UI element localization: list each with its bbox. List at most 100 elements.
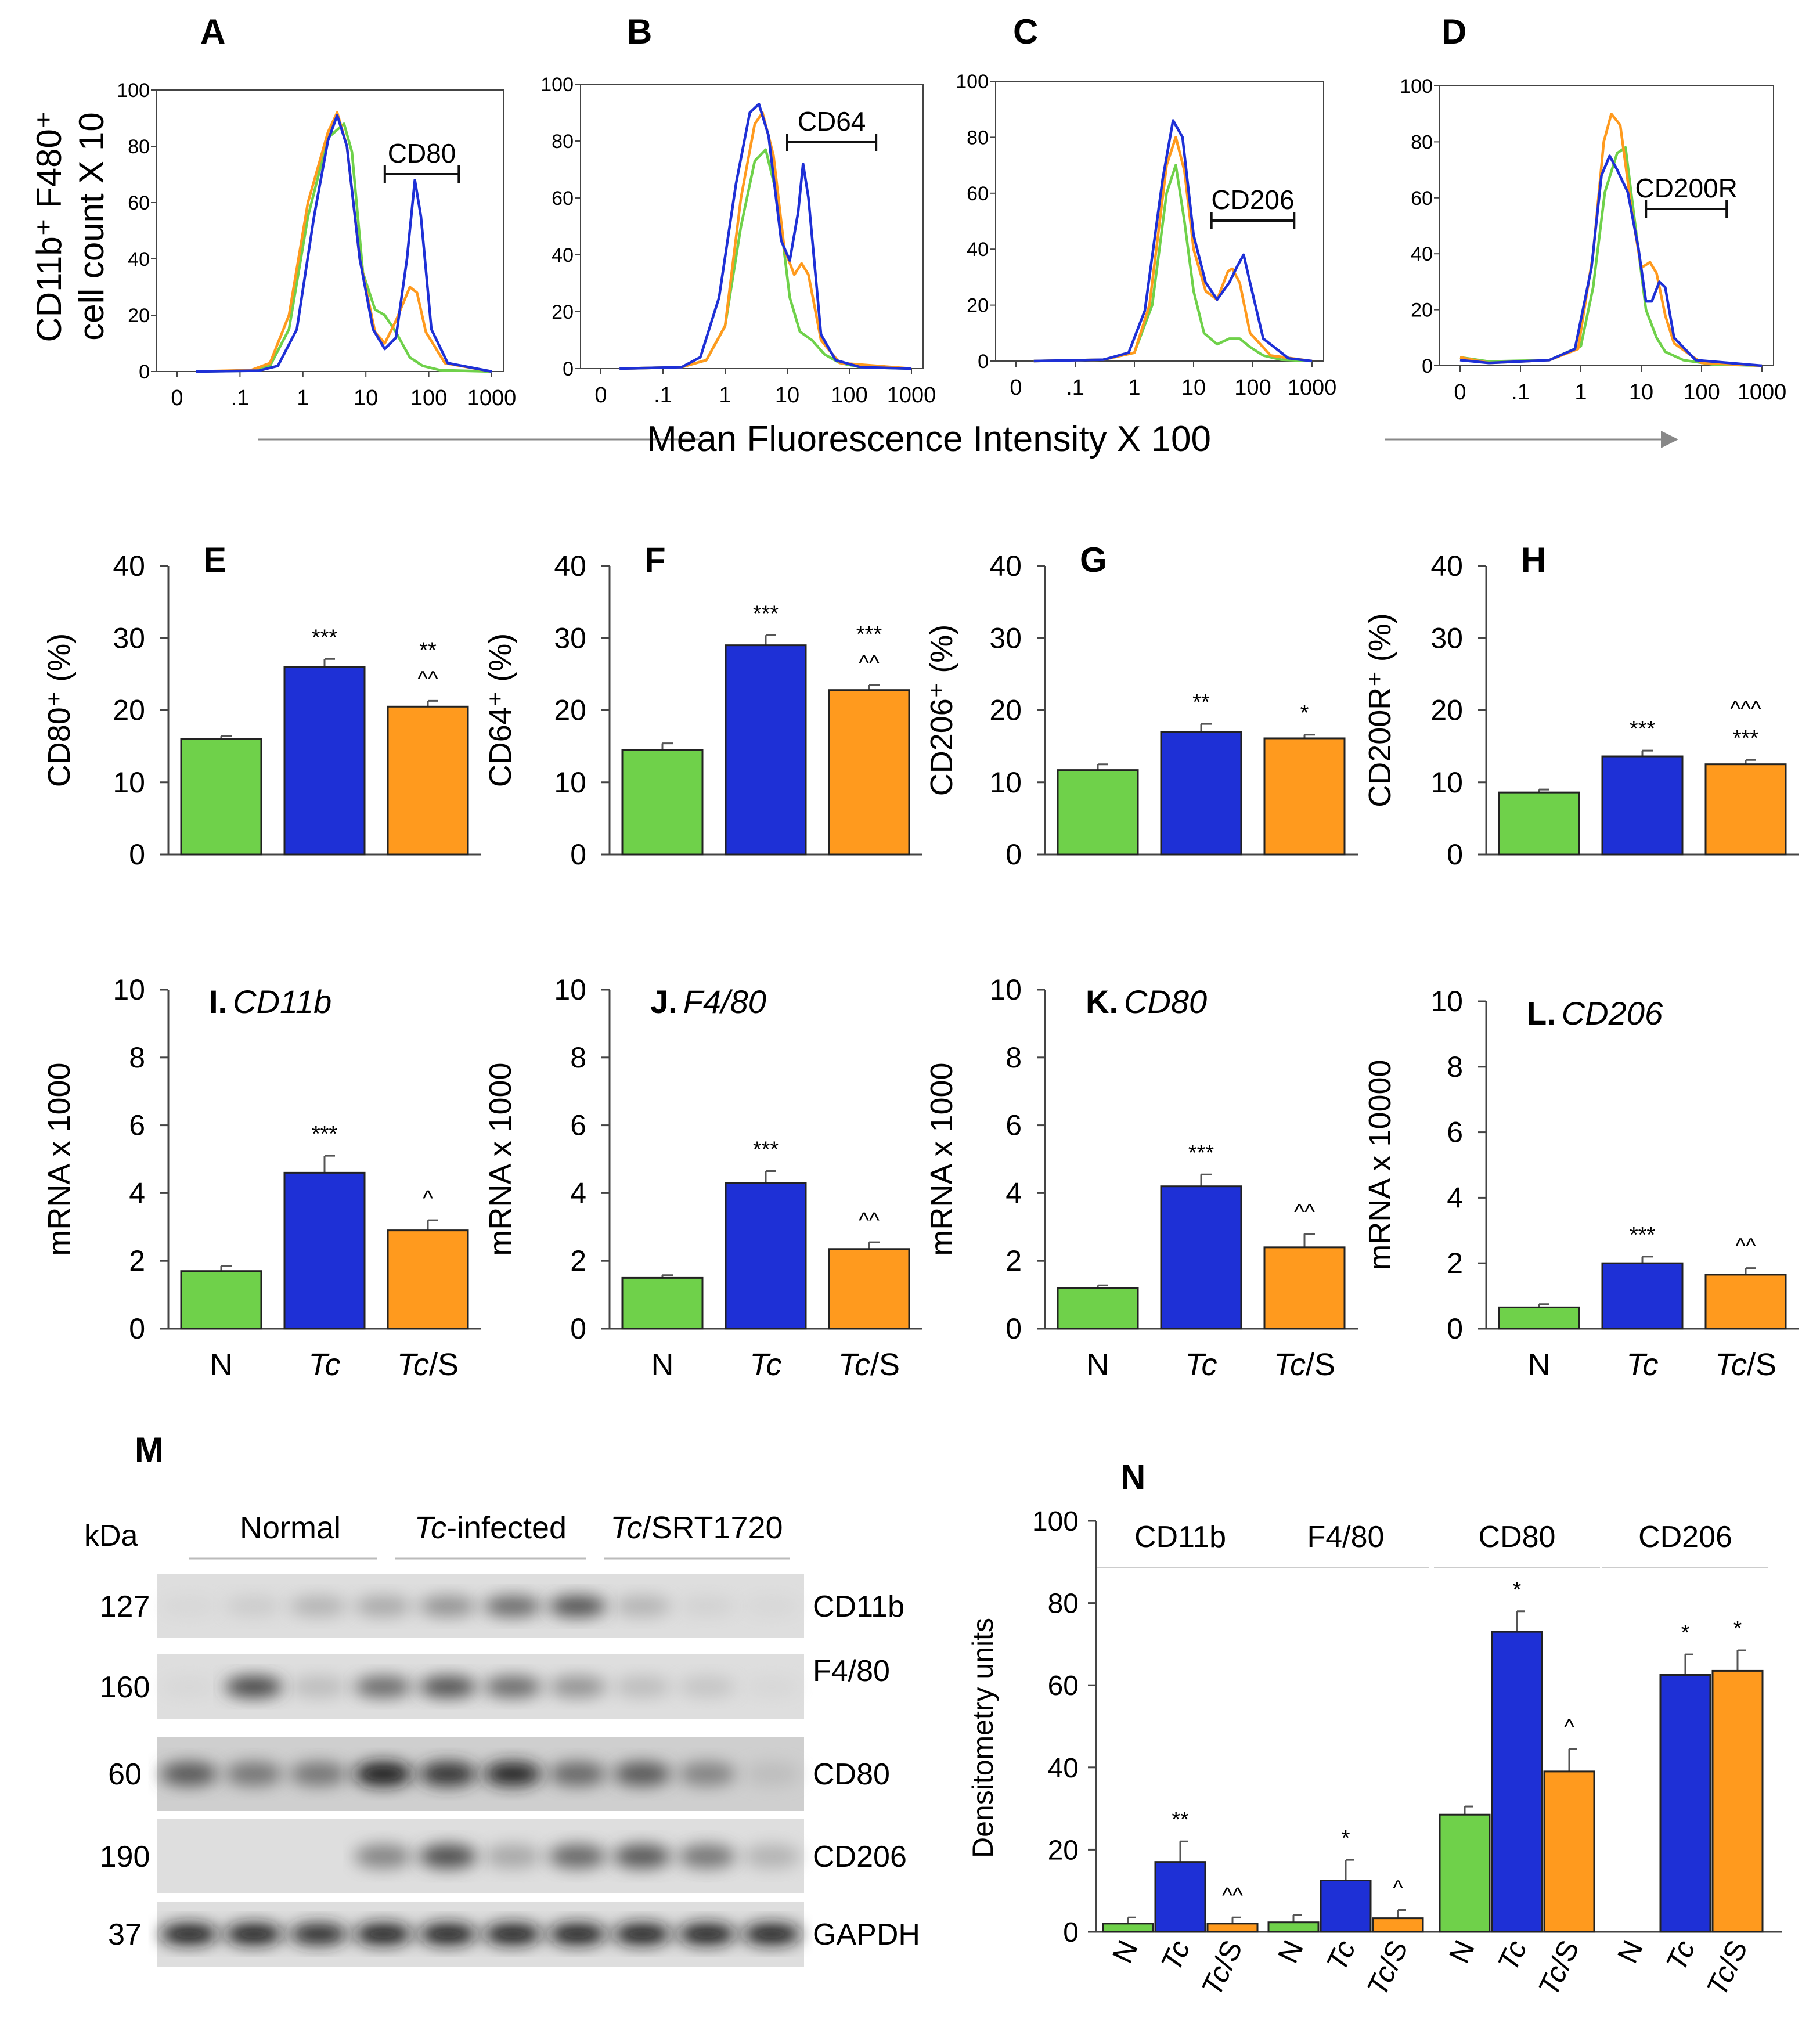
significance-mark: * — [1681, 1621, 1690, 1645]
group-label-italic: Tc — [610, 1510, 642, 1545]
blot-band — [613, 1596, 672, 1617]
blot-band — [677, 1676, 736, 1697]
category-italic: Tc — [308, 1347, 340, 1382]
y-tick-label: 10 — [113, 766, 145, 799]
category-italic: Tc — [1626, 1347, 1658, 1382]
x-category-label: Tc — [1155, 1935, 1196, 1976]
y-tick-label: 10 — [1430, 985, 1463, 1018]
x-tick-label: 10 — [354, 386, 378, 410]
x-category-label: Tc/S — [1715, 1347, 1776, 1382]
significance-mark: ^ — [1564, 1715, 1574, 1740]
y-tick-label: 20 — [554, 694, 586, 727]
blot-band — [289, 1762, 348, 1786]
blot-kda-value: 37 — [108, 1918, 142, 1952]
y-tick-label: 10 — [1430, 766, 1463, 799]
blot-band — [677, 1762, 736, 1786]
category-italic: Tc — [1274, 1347, 1306, 1382]
x-tick-label: 0 — [594, 383, 607, 407]
blot-protein-label: CD206 — [813, 1840, 907, 1874]
blot-band — [225, 1676, 283, 1697]
bar-tcs — [387, 705, 469, 856]
x-category-label: Tc — [308, 1347, 340, 1382]
x-tick-label: 1000 — [1288, 376, 1337, 400]
gene-name: CD206 — [1562, 995, 1663, 1031]
blot-band — [289, 1596, 348, 1617]
y-tick-label: 0 — [978, 351, 989, 373]
y-tick-label: 10 — [554, 973, 586, 1006]
y-tick-label: 0 — [1005, 1312, 1022, 1345]
blot-protein-label: GAPDH — [813, 1918, 920, 1952]
blot-row-cd206: 190 CD206 — [100, 1819, 907, 1893]
y-tick-label: 60 — [1411, 187, 1433, 210]
panel-title-K: K. CD80 — [1086, 983, 1207, 1020]
category-suffix: /S — [429, 1347, 459, 1382]
histogram-curve-tc — [1459, 154, 1763, 367]
significance-mark: ^^ — [417, 667, 438, 691]
y-tick-label: 0 — [129, 838, 145, 871]
significance-mark: ** — [419, 638, 437, 662]
category-italic: Tc — [838, 1347, 870, 1382]
x-category-label: Tc/S — [838, 1347, 900, 1382]
significance-mark: * — [1300, 701, 1309, 726]
bar-tcs — [1543, 1770, 1595, 1933]
histogram-curve-n — [196, 122, 492, 373]
x-tick-label: 1 — [719, 383, 731, 407]
group-label: F4/80 — [1307, 1520, 1385, 1554]
blot-band — [160, 1924, 218, 1945]
significance-mark: *** — [1630, 1223, 1656, 1247]
blot-protein-label: F4/80 — [813, 1654, 890, 1688]
bar-tc — [725, 1182, 807, 1330]
y-tick-label: 6 — [1447, 1116, 1463, 1149]
bar-chart-I: 0 2 4 6 8 10 mRNA x 1000 I. CD11b N *** Tc ^ Tc/S — [42, 973, 481, 1382]
y-tick-label: 0 — [1005, 838, 1022, 871]
blot-band — [419, 1924, 477, 1945]
histogram-frame — [995, 81, 1324, 362]
panel-letter: L. — [1527, 995, 1556, 1031]
bar-tc — [1154, 1861, 1206, 1933]
blot-band — [613, 1762, 672, 1786]
y-tick-label: 10 — [554, 766, 586, 799]
x-tick-label: 10 — [1181, 376, 1206, 400]
x-tick-label: 0 — [171, 386, 183, 410]
y-tick-label: 80 — [967, 127, 989, 149]
x-category-label: Tc/S — [1274, 1347, 1335, 1382]
x-category-label: Tc/S — [1361, 1935, 1414, 2001]
blot-row-f480: 160 F4/80 — [100, 1654, 890, 1719]
blot-band — [743, 1596, 801, 1617]
x-tick-label: 1 — [297, 386, 309, 410]
significance-mark: * — [1342, 1826, 1350, 1851]
y-tick-label: 30 — [989, 622, 1022, 654]
blot-band — [160, 1762, 218, 1786]
bar-chart-L: 0 2 4 6 8 10 mRNA x 10000 L. CD206 N *** Tc ^^ Tc/S — [1363, 985, 1799, 1382]
y-axis-label: Densitometry units — [967, 1618, 999, 1858]
bar-tcs — [1711, 1669, 1764, 1933]
histogram-curve-tcs — [1033, 136, 1313, 363]
gene-name: F4/80 — [683, 983, 766, 1020]
significance-mark: ** — [1172, 1808, 1189, 1832]
blot-band — [743, 1676, 801, 1697]
blot-group-label: Normal — [240, 1510, 341, 1545]
y-axis-label: CD64⁺ (%) — [483, 633, 518, 788]
x-tick-label: 0 — [1454, 380, 1466, 405]
bar-n — [1498, 791, 1580, 856]
category-italic: Tc — [1491, 1935, 1533, 1976]
y-axis-label: mRNA x 1000 — [924, 1062, 959, 1256]
bar-tcs — [1263, 737, 1346, 856]
histogram-frame — [1439, 85, 1774, 366]
bar-chart-F: 0 10 20 30 40 CD64⁺ (%) F *** ^^ *** — [483, 540, 922, 871]
blot-band — [225, 1762, 283, 1786]
bar-tc — [283, 1171, 366, 1330]
y-tick-label: 0 — [1063, 1917, 1079, 1948]
blot-band — [613, 1924, 672, 1945]
bar-n — [621, 749, 704, 856]
x-tick-label: .1 — [231, 386, 250, 410]
significance-mark: ^^ — [1735, 1235, 1756, 1259]
y-tick-label: 60 — [967, 183, 989, 205]
histogram-curve-tc — [619, 103, 912, 370]
y-tick-label: 0 — [563, 358, 574, 380]
blot-row-cd80: 60 CD80 — [108, 1737, 890, 1811]
y-axis-label: mRNA x 1000 — [42, 1062, 77, 1256]
